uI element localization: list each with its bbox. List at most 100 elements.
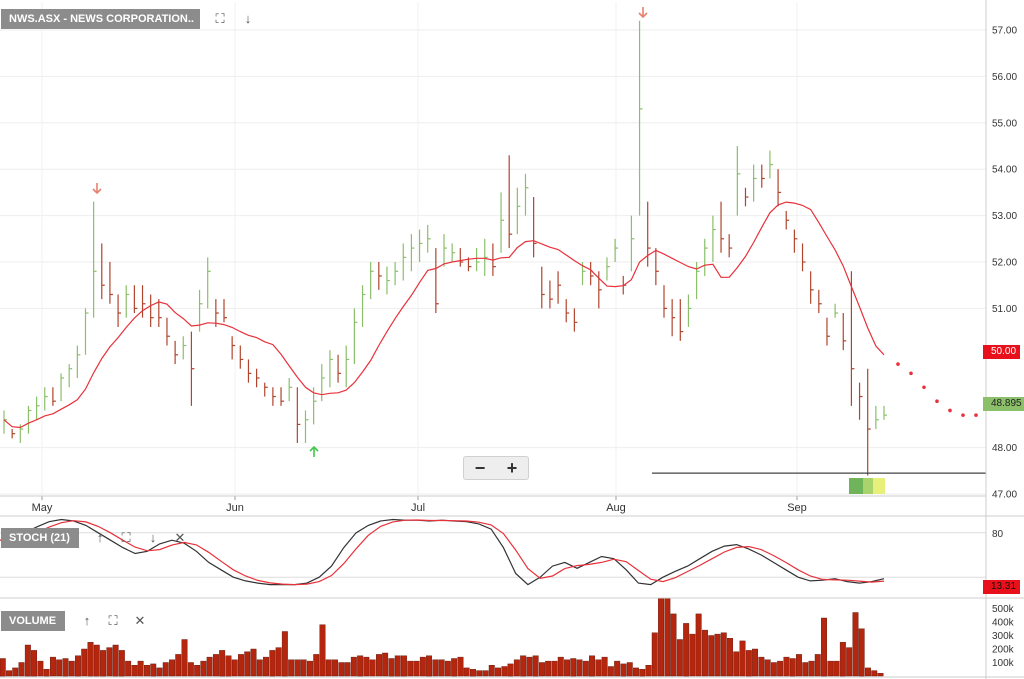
volume-bar xyxy=(557,656,564,677)
moving-average-line xyxy=(3,201,885,429)
volume-label[interactable]: VOLUME xyxy=(1,611,65,631)
volume-bar xyxy=(589,655,595,677)
volume-bar xyxy=(570,658,577,677)
volume-bar xyxy=(745,650,752,677)
volume-bar xyxy=(633,667,639,677)
volume-bar xyxy=(256,659,263,677)
volume-bar xyxy=(12,667,19,677)
ohlc-bar xyxy=(223,299,227,323)
volume-bar xyxy=(181,639,188,677)
volume-bar xyxy=(645,665,652,677)
signal-markers xyxy=(92,7,885,494)
volume-bar xyxy=(438,659,445,677)
volume-bar xyxy=(281,631,288,677)
volume-bar xyxy=(858,628,865,677)
month-label: May xyxy=(32,502,53,514)
expand-icon[interactable]: ⛶ xyxy=(121,530,131,545)
volume-bar xyxy=(802,662,809,677)
close-icon[interactable]: ✕ xyxy=(134,613,146,628)
volume-bar xyxy=(43,669,50,677)
ohlc-bar xyxy=(810,271,814,304)
projection-dot xyxy=(896,362,900,366)
price-tick-label: 52.00 xyxy=(992,258,1017,269)
ohlc-bar xyxy=(394,262,399,286)
arrow-up-icon[interactable]: ↑ xyxy=(83,613,91,628)
signal-badge xyxy=(849,478,863,494)
arrow-down-icon[interactable]: ↓ xyxy=(149,530,157,545)
ohlc-bar xyxy=(182,336,187,360)
ohlc-bar xyxy=(190,331,195,406)
arrow-down-icon[interactable]: ↓ xyxy=(244,11,252,26)
volume-bar xyxy=(463,667,470,677)
volume-bar xyxy=(6,670,13,677)
volume-bar xyxy=(658,597,664,677)
volume-bar xyxy=(407,660,414,677)
symbol-label[interactable]: NWS.ASX - NEWS CORPORATION.. xyxy=(1,9,200,29)
projection-dot xyxy=(974,413,978,417)
ohlc-bar xyxy=(516,187,521,235)
volume-bar xyxy=(620,663,627,677)
ohlc-bar xyxy=(663,285,667,318)
ohlc-bar xyxy=(264,382,268,397)
volume-bar xyxy=(545,660,552,677)
volume-bar xyxy=(714,633,721,677)
ohlc-bar xyxy=(337,354,342,383)
arrow-up-icon[interactable]: ↑ xyxy=(96,530,104,545)
expand-icon[interactable]: ⛶ xyxy=(215,11,225,26)
volume-bar xyxy=(495,667,501,677)
ohlc-bar xyxy=(288,378,293,402)
volume-bar xyxy=(294,659,301,677)
ohlc-bar xyxy=(500,192,505,253)
close-icon[interactable]: ✕ xyxy=(174,530,186,545)
price-tick-label: 55.00 xyxy=(992,118,1017,129)
volume-bar xyxy=(695,613,702,677)
zoom-out-button[interactable]: − xyxy=(474,458,486,478)
volume-bar xyxy=(156,667,163,677)
volume-bar xyxy=(388,658,395,677)
volume-bar xyxy=(382,652,389,677)
volume-bar xyxy=(131,665,138,677)
ma-projection-dots xyxy=(896,362,978,417)
volume-bar xyxy=(194,665,201,677)
volume-bar xyxy=(87,642,94,677)
volume-bar xyxy=(369,659,376,677)
volume-bar xyxy=(319,624,326,677)
price-tick-label: 53.00 xyxy=(992,211,1017,222)
ohlc-bar xyxy=(11,429,16,439)
volume-bar xyxy=(651,632,658,677)
volume-bar xyxy=(37,660,44,677)
volume-bar xyxy=(582,660,589,677)
volume-bar xyxy=(338,662,345,677)
volume-bar xyxy=(18,662,25,677)
volume-bar xyxy=(307,660,313,677)
ohlc-bar xyxy=(753,164,757,202)
ohlc-bar xyxy=(247,359,252,383)
ohlc-bar xyxy=(133,285,138,314)
ma-price-tag: 50.00 xyxy=(983,345,1021,359)
stoch-label[interactable]: STOCH (21) xyxy=(1,528,79,548)
price-axis: 57.00 56.00 55.00 54.00 53.00 52.00 51.00 48.00… xyxy=(992,26,1017,501)
volume-bar xyxy=(187,662,194,677)
volume-bar xyxy=(607,666,614,677)
ohlc-bar xyxy=(630,215,635,272)
ohlc-bar xyxy=(475,248,480,272)
ohlc-bar xyxy=(557,271,562,304)
ohlc-bar xyxy=(27,405,32,434)
volume-bar xyxy=(137,660,144,677)
zoom-in-button[interactable]: + xyxy=(506,458,518,478)
ohlc-bar xyxy=(435,248,439,314)
volume-bar xyxy=(865,667,871,677)
volume-bar xyxy=(532,655,539,677)
volume-tick-label: 500k xyxy=(992,604,1015,615)
month-label: Jun xyxy=(226,502,244,514)
ohlc-bar xyxy=(850,271,855,406)
price-tick-label: 51.00 xyxy=(992,304,1017,315)
volume-bar xyxy=(263,656,269,677)
last-price-tag: 48.895 xyxy=(983,397,1024,411)
month-label: Jul xyxy=(411,502,425,514)
volume-bar xyxy=(357,655,364,677)
ohlc-bar xyxy=(826,317,830,346)
expand-icon[interactable]: ⛶ xyxy=(108,613,118,628)
volume-bar xyxy=(112,644,119,677)
volume-bar xyxy=(764,659,771,677)
